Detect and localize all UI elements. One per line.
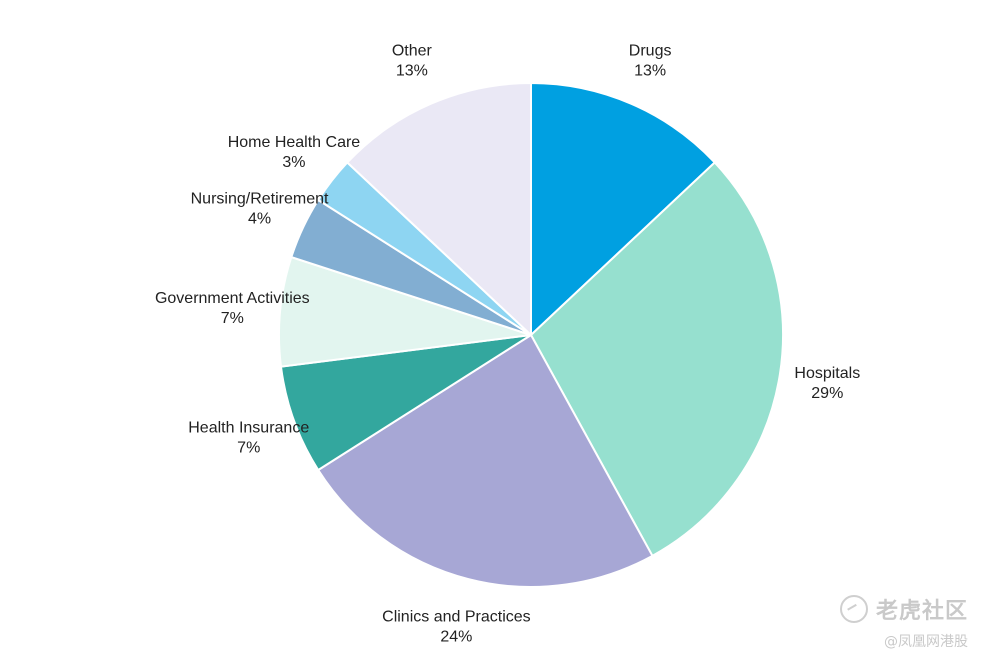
watermark-source: @凤凰网港股: [884, 634, 968, 650]
pie-label-name: Home Health Care: [228, 134, 361, 151]
pie-label-name: Other: [392, 43, 433, 60]
pie-slices: [278, 81, 784, 588]
pie-label-percent: 13%: [634, 63, 666, 80]
pie-label-name: Nursing/Retirement: [191, 190, 329, 207]
pie-slice-government-activities: [278, 255, 532, 368]
pie-label-name: Health Insurance: [188, 420, 309, 437]
pie-slice-hospitals: [529, 161, 784, 558]
pie-slice-clinics-and-practices: [316, 333, 654, 588]
pie-slice-health-insurance: [279, 334, 532, 472]
pie-labels: Drugs 13% Hospitals 29% Clinics and Practice…: [155, 43, 860, 646]
pie-label-percent: 29%: [811, 385, 843, 402]
pie-label-drugs: Drugs 13%: [629, 43, 672, 80]
pie-label-percent: 3%: [282, 154, 305, 171]
pie-label-percent: 7%: [221, 310, 244, 327]
pie-slice-drugs: [530, 81, 717, 338]
pie-label-hospitals: Hospitals 29%: [794, 365, 860, 402]
pie-label-other: Other 13%: [392, 43, 433, 80]
watermark: 老虎社区 @凤凰网港股: [839, 593, 968, 651]
pie-label-government-activities: Government Activities 7%: [155, 290, 310, 327]
pie-label-name: Drugs: [629, 43, 672, 60]
tiger-logo-icon: [839, 595, 868, 623]
pie-label-percent: 4%: [248, 210, 271, 227]
pie-label-health-insurance: Health Insurance 7%: [188, 420, 309, 457]
watermark-brand: 老虎社区: [875, 599, 968, 624]
pie-label-clinics-and-practices: Clinics and Practices 24%: [382, 609, 531, 646]
pie-label-percent: 13%: [396, 63, 428, 80]
pie-label-home-health-care: Home Health Care 3%: [228, 134, 361, 171]
pie-label-percent: 24%: [440, 629, 472, 646]
pie-label-name: Hospitals: [794, 365, 860, 382]
pie-label-nursing-retirement: Nursing/Retirement 4%: [191, 190, 329, 227]
pie-slice-other: [345, 81, 532, 338]
pie-label-percent: 7%: [237, 440, 260, 457]
pie-label-name: Clinics and Practices: [382, 609, 531, 626]
pie-label-name: Government Activities: [155, 290, 310, 307]
